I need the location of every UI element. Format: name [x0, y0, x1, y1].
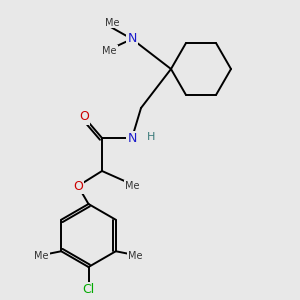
Text: H: H: [147, 131, 156, 142]
Text: Me: Me: [125, 181, 139, 191]
Text: O: O: [79, 110, 89, 124]
Text: Cl: Cl: [82, 283, 94, 296]
Text: Me: Me: [105, 17, 120, 28]
Text: N: N: [127, 131, 137, 145]
Text: O: O: [73, 179, 83, 193]
Text: Me: Me: [102, 46, 117, 56]
Text: N: N: [127, 32, 137, 46]
Text: Me: Me: [34, 251, 49, 261]
Text: Me: Me: [128, 251, 142, 261]
